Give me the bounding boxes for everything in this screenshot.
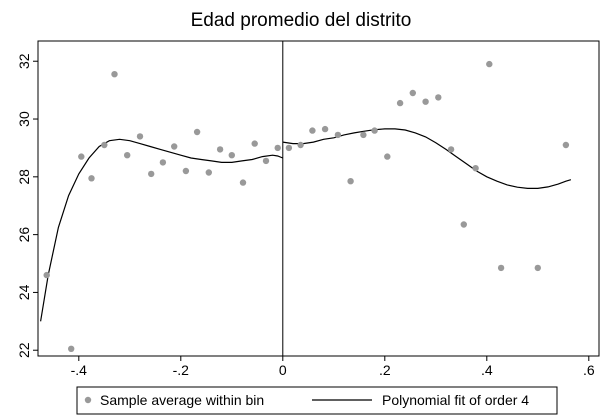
scatter-point <box>371 127 378 134</box>
x-tick-label: .4 <box>481 362 493 378</box>
scatter-point <box>43 271 50 279</box>
x-tick-label: -.4 <box>71 362 88 378</box>
scatter-point <box>193 128 201 136</box>
scatter-points <box>43 60 570 352</box>
scatter-point <box>409 89 416 97</box>
scatter-point <box>309 127 316 134</box>
scatter-point <box>68 345 75 352</box>
fit-line-right <box>282 128 572 189</box>
scatter-point <box>88 175 95 182</box>
scatter-point <box>111 71 118 78</box>
scatter-point <box>136 133 144 140</box>
scatter-point <box>497 264 505 272</box>
polynomial-fit-lines <box>40 128 572 322</box>
x-tick-label: -.2 <box>173 362 190 378</box>
scatter-point <box>486 60 493 68</box>
scatter-point <box>396 99 404 107</box>
scatter-point <box>101 141 108 149</box>
scatter-point <box>384 153 391 160</box>
scatter-point <box>360 131 367 139</box>
scatter-point <box>262 157 270 165</box>
x-tick-label: 0 <box>279 362 287 378</box>
legend-label-scatter: Sample average within bin <box>100 392 264 408</box>
scatter-point <box>334 131 342 139</box>
scatter-point <box>285 144 293 152</box>
scatter-point <box>321 125 329 133</box>
scatter-point <box>472 165 479 172</box>
x-axis: -.4 -.2 0 .2 .4 .6 <box>71 356 595 378</box>
y-tick-label: 28 <box>16 169 32 185</box>
scatter-point <box>124 152 131 159</box>
scatter-point <box>460 221 467 228</box>
scatter-point <box>239 179 247 186</box>
scatter-point <box>297 141 304 149</box>
scatter-point <box>159 159 167 166</box>
scatter-point <box>251 140 258 147</box>
chart-title: Edad promedio del distrito <box>191 10 412 31</box>
y-tick-label: 30 <box>16 111 32 127</box>
y-axis: 22 24 26 28 30 32 <box>16 53 38 358</box>
scatter-point <box>216 146 224 153</box>
legend-marker-scatter <box>84 396 92 404</box>
scatter-point <box>228 152 235 159</box>
legend-label-line: Polynomial fit of order 4 <box>382 392 529 408</box>
scatter-point <box>171 143 178 150</box>
scatter-point <box>347 178 354 185</box>
scatter-point <box>562 141 570 149</box>
fit-line-left <box>40 138 284 322</box>
scatter-point <box>182 167 190 175</box>
scatter-point <box>148 170 155 178</box>
y-tick-label: 32 <box>16 53 32 69</box>
plot-frame <box>37 40 600 357</box>
scatter-point <box>78 153 85 160</box>
legend: Sample average within bin Polynomial fit… <box>76 386 558 415</box>
scatter-point <box>274 144 281 152</box>
scatter-point <box>422 98 429 105</box>
y-tick-label: 22 <box>16 342 32 358</box>
y-tick-label: 24 <box>16 284 32 300</box>
scatter-point <box>534 264 541 272</box>
scatter-point <box>447 146 455 153</box>
scatter-point <box>205 169 212 176</box>
y-tick-label: 26 <box>16 227 32 243</box>
x-tick-label: .6 <box>583 362 595 378</box>
scatter-point <box>435 94 442 101</box>
x-tick-label: .2 <box>379 362 391 378</box>
